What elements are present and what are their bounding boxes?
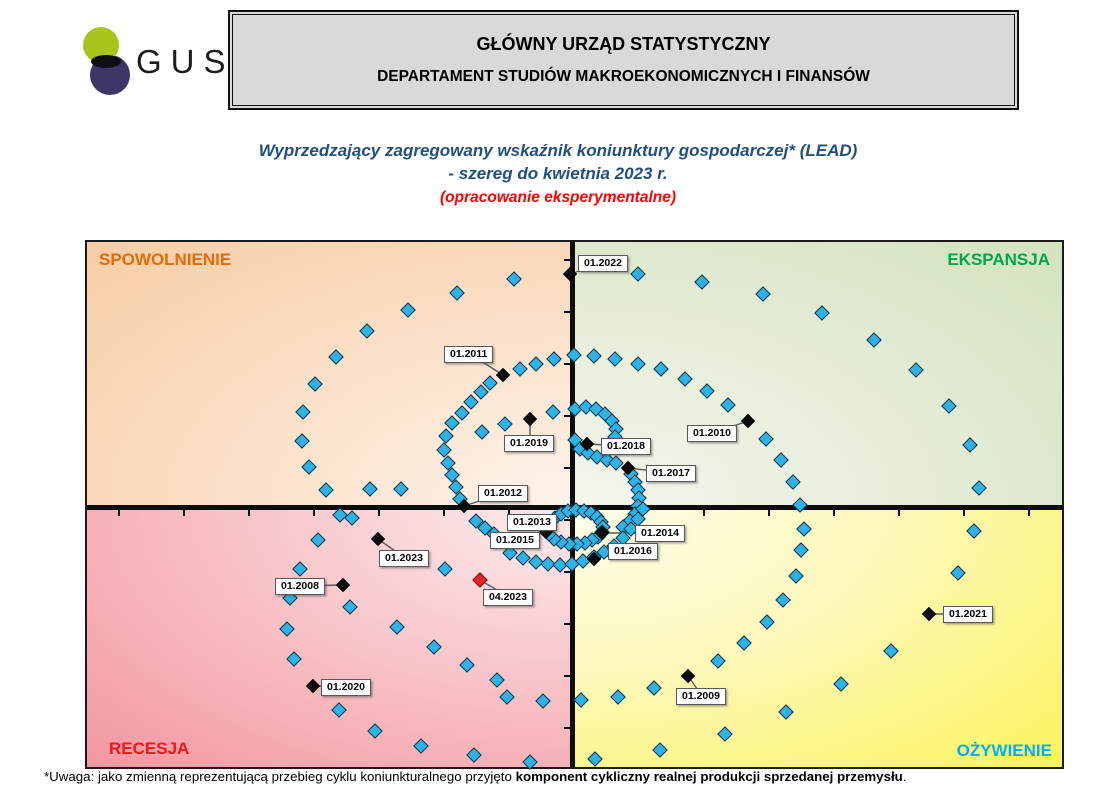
callout-01.2016: 01.2016 <box>608 543 658 560</box>
chart-title-line1: Wyprzedzający zagregowany wskaźnik koniu… <box>258 141 858 160</box>
chart-title-line2: - szereg do kwietnia 2023 r. <box>448 164 668 183</box>
footnote-prefix: *Uwaga: jako zmienną reprezentującą prze… <box>44 769 516 784</box>
x-axis-tick <box>443 510 445 516</box>
chart-title: Wyprzedzający zagregowany wskaźnik koniu… <box>158 139 958 210</box>
callout-01.2015: 01.2015 <box>490 532 540 549</box>
callout-01.2019: 01.2019 <box>504 435 554 452</box>
x-axis-tick <box>833 510 835 516</box>
callout-01.2011: 01.2011 <box>444 346 494 363</box>
x-axis-tick <box>963 510 965 516</box>
callout-01.2013: 01.2013 <box>507 514 557 531</box>
x-axis-tick <box>378 510 380 516</box>
chart-title-experimental: (opracowanie eksperymentalne) <box>439 189 677 206</box>
quadrant-label-ekspansja: EKSPANSJA <box>947 250 1050 269</box>
callout-01.2021: 01.2021 <box>943 606 993 623</box>
callout-01.2020: 01.2020 <box>321 679 371 696</box>
y-axis-tick <box>564 363 570 365</box>
callout-01.2014: 01.2014 <box>635 525 685 542</box>
gus-logo: GUS <box>62 25 232 103</box>
logo-overlap-icon <box>91 55 121 68</box>
callout-01.2023: 01.2023 <box>379 550 429 567</box>
y-axis-tick <box>564 519 570 521</box>
header-inner: GŁÓWNY URZĄD STATYSTYCZNY DEPARTAMENT ST… <box>232 14 1015 106</box>
y-axis-tick <box>564 675 570 677</box>
footnote-bold: komponent cykliczny realnej produkcji sp… <box>515 769 903 784</box>
quadrant-expansion <box>575 242 1062 505</box>
quadrant-label-recesja: RECESJA <box>109 739 190 758</box>
x-axis-tick <box>183 510 185 516</box>
cycle-clock-plot: SPOWOLNIENIE EKSPANSJA RECESJA OŻYWIENIE… <box>85 240 1064 770</box>
y-axis-tick <box>564 727 570 729</box>
y-axis-tick <box>564 415 570 417</box>
header-box: GŁÓWNY URZĄD STATYSTYCZNY DEPARTAMENT ST… <box>228 10 1019 110</box>
callout-01.2008: 01.2008 <box>275 578 325 595</box>
y-axis-tick <box>564 311 570 313</box>
callout-01.2009: 01.2009 <box>676 688 726 705</box>
callout-01.2012: 01.2012 <box>478 485 528 502</box>
callout-01.2010: 01.2010 <box>687 425 737 442</box>
quadrant-label-spowolnienie: SPOWOLNIENIE <box>99 250 232 269</box>
logo-text: GUS <box>136 43 235 80</box>
x-axis-tick <box>118 510 120 516</box>
y-axis-tick <box>564 467 570 469</box>
x-axis-tick <box>313 510 315 516</box>
quadrant-label-ozywienie: OŻYWIENIE <box>956 741 1052 760</box>
y-axis-tick <box>564 571 570 573</box>
department-name: DEPARTAMENT STUDIÓW MAKROEKONOMICZNYCH I… <box>377 68 870 85</box>
x-axis-tick <box>248 510 250 516</box>
x-axis-tick <box>508 510 510 516</box>
x-axis-tick <box>898 510 900 516</box>
callout-04.2023: 04.2023 <box>483 589 533 606</box>
y-axis-tick <box>564 623 570 625</box>
footnote: *Uwaga: jako zmienną reprezentującą prze… <box>44 769 907 784</box>
footnote-suffix: . <box>902 769 907 784</box>
y-axis-tick <box>564 259 570 261</box>
quadrant-recession <box>87 510 570 767</box>
callout-01.2022: 01.2022 <box>578 255 628 272</box>
x-axis-tick <box>1028 510 1030 516</box>
callout-01.2018: 01.2018 <box>601 438 651 455</box>
callout-01.2017: 01.2017 <box>646 465 696 482</box>
x-axis-tick <box>768 510 770 516</box>
institution-name: GŁÓWNY URZĄD STATYSTYCZNY <box>476 34 771 54</box>
x-axis-tick <box>703 510 705 516</box>
